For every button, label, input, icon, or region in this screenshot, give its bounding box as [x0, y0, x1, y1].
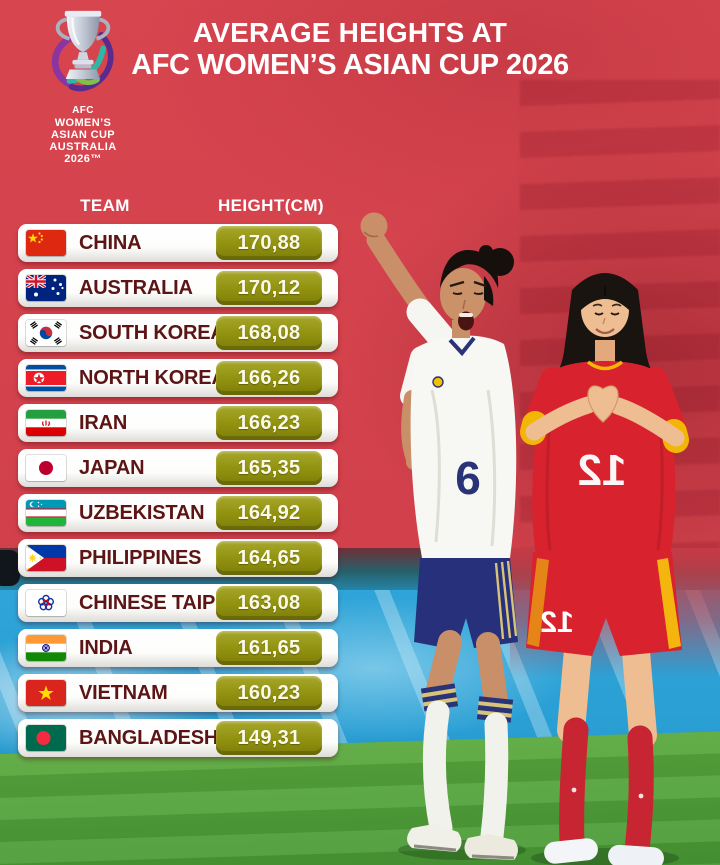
logo-line: AFC [72, 105, 94, 116]
flag-bangladesh-icon [26, 725, 66, 751]
logo-line: WOMEN’S [54, 117, 112, 129]
height-pill: 168,08 [216, 316, 322, 350]
logo-wordmark: AFC WOMEN’S ASIAN CUP AUSTRALIA 2026™ [26, 105, 140, 165]
height-value: 161,65 [237, 636, 301, 659]
flag-north-korea-icon [26, 365, 66, 391]
table-row: BANGLADESH 149,31 [18, 719, 338, 757]
team-name: PHILIPPINES [79, 546, 202, 569]
team-name: JAPAN [79, 456, 145, 479]
players-illustration: 12 12 [360, 212, 689, 865]
table-row: AUSTRALIA 170,12 [18, 269, 338, 307]
team-name: AUSTRALIA [79, 276, 193, 299]
team-name: VIETNAM [79, 681, 168, 704]
flag-japan-icon [26, 455, 66, 481]
title-line-1: AVERAGE HEIGHTS AT [192, 17, 508, 48]
column-header-height: HEIGHT(CM) [218, 196, 324, 215]
height-pill: 164,92 [216, 496, 322, 530]
logo-line: ASIAN CUP [50, 129, 116, 141]
flag-australia-icon [26, 275, 66, 301]
team-name: INDIA [79, 636, 133, 659]
flag-china-icon [26, 230, 66, 256]
height-pill: 161,65 [216, 631, 322, 665]
height-pill: 165,35 [216, 451, 322, 485]
flag-iran-icon [26, 410, 66, 436]
height-pill: 163,08 [216, 586, 322, 620]
height-pill: 149,31 [216, 721, 322, 755]
flag-vietnam-icon [26, 680, 66, 706]
table-row: VIETNAM 160,23 [18, 674, 338, 712]
team-name: NORTH KOREA [79, 366, 226, 389]
height-value: 165,35 [237, 456, 301, 479]
tournament-logo: AFC WOMEN’S ASIAN CUP AUSTRALIA 2026™ [26, 8, 140, 165]
table-row: PHILIPPINES 164,65 [18, 539, 338, 577]
height-pill: 170,88 [216, 226, 322, 260]
team-name: BANGLADESH [79, 726, 219, 749]
team-name: SOUTH KOREA [79, 321, 225, 344]
afc-trophy-icon [51, 10, 114, 92]
height-pill: 170,12 [216, 271, 322, 305]
team-name: CHINESE TAIPEI [79, 591, 234, 614]
team-name: UZBEKISTAN [79, 501, 205, 524]
flag-philippines-icon [26, 545, 66, 571]
height-value: 149,31 [237, 726, 301, 749]
table-row: UZBEKISTAN 164,92 [18, 494, 338, 532]
flag-uzbekistan-icon [26, 500, 66, 526]
title-line-2: AFC WOMEN’S ASIAN CUP 2026 [131, 49, 569, 81]
height-value: 166,23 [237, 411, 301, 434]
player-white-6: 6 [360, 212, 526, 860]
height-value: 170,12 [237, 276, 301, 299]
table-row: INDIA 161,65 [18, 629, 338, 667]
team-name: IRAN [79, 411, 128, 434]
page-title: AVERAGE HEIGHTS AT AFC WOMEN’S ASIAN CUP… [115, 17, 585, 81]
flag-chinese-taipei-icon [26, 590, 66, 616]
logo-line: AUSTRALIA [49, 141, 117, 153]
table-row: JAPAN 165,35 [18, 449, 338, 487]
height-value: 163,08 [237, 591, 301, 614]
height-pill: 166,23 [216, 406, 322, 440]
table-row: IRAN 166,23 [18, 404, 338, 442]
table-row: NORTH KOREA 166,26 [18, 359, 338, 397]
table-row: CHINESE TAIPEI 163,08 [18, 584, 338, 622]
teams-table: CHINA 170,88 AUSTRALIA 170,12 SOUTH KORE… [18, 224, 338, 764]
player-red-12: 12 12 [520, 273, 689, 865]
red-jersey-number: 12 [578, 446, 627, 495]
logo-line: 2026™ [64, 153, 102, 165]
heart-hands-gesture [587, 385, 619, 423]
sideline-camera [0, 550, 20, 586]
height-value: 164,65 [237, 546, 301, 569]
column-header-team: TEAM [80, 196, 130, 215]
white-jersey-number: 6 [455, 452, 481, 504]
flag-india-icon [26, 635, 66, 661]
table-row: CHINA 170,88 [18, 224, 338, 262]
height-pill: 160,23 [216, 676, 322, 710]
team-name: CHINA [79, 231, 142, 254]
height-value: 170,88 [237, 231, 301, 254]
red-shorts-number: 12 [540, 606, 573, 639]
table-row: SOUTH KOREA 168,08 [18, 314, 338, 352]
height-pill: 164,65 [216, 541, 322, 575]
height-value: 164,92 [237, 501, 301, 524]
height-value: 166,26 [237, 366, 301, 389]
flag-south-korea-icon [26, 320, 66, 346]
height-value: 160,23 [237, 681, 301, 704]
height-value: 168,08 [237, 321, 301, 344]
height-pill: 166,26 [216, 361, 322, 395]
